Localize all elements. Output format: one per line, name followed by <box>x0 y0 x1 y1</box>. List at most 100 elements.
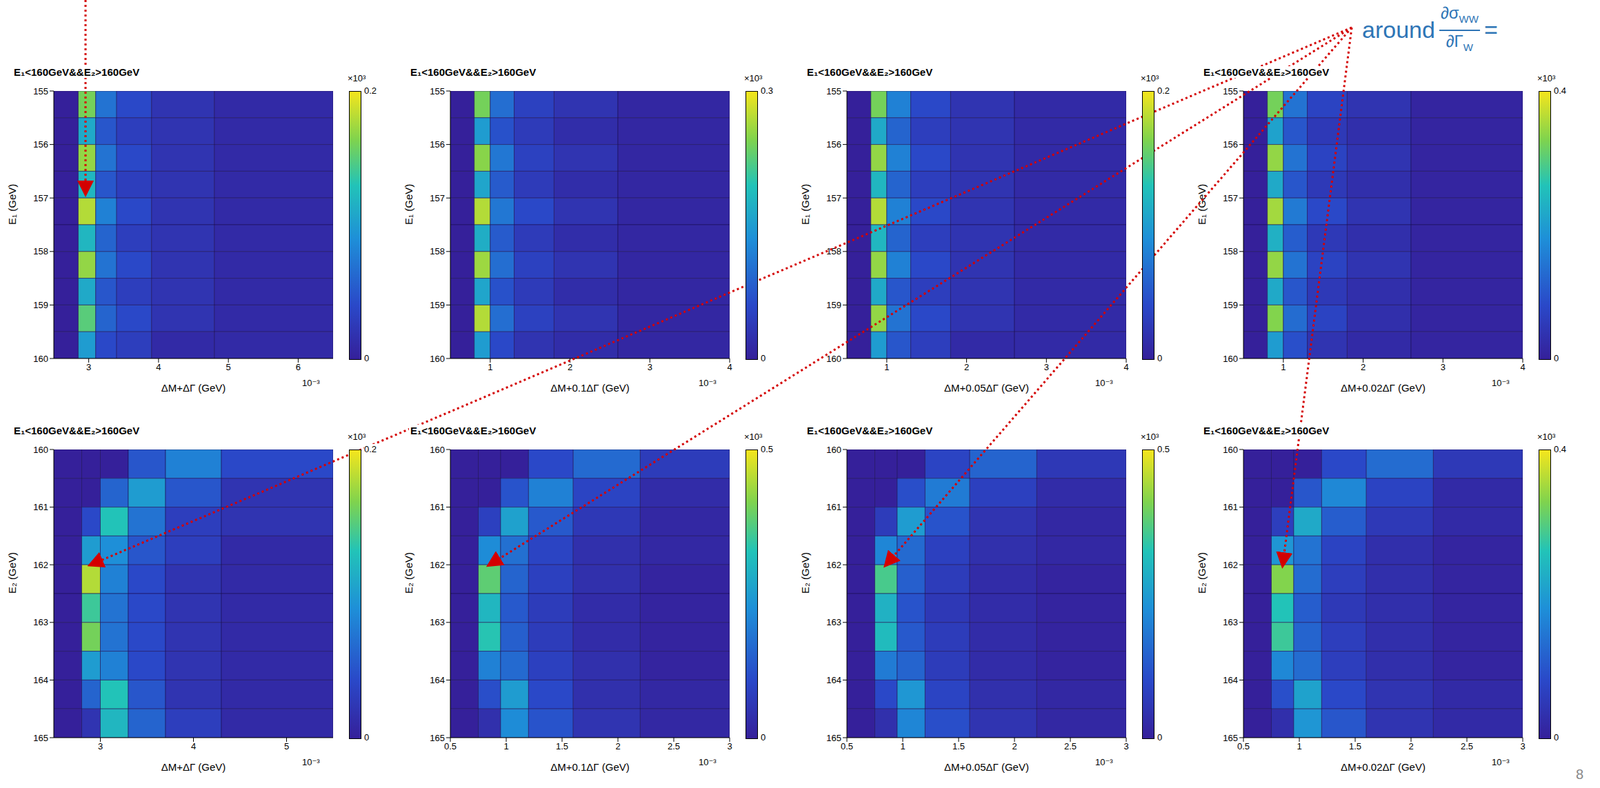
svg-text:2.5: 2.5 <box>1460 741 1474 752</box>
svg-text:4: 4 <box>155 362 161 373</box>
svg-text:156: 156 <box>1222 139 1238 150</box>
svg-text:ΔM+ΔΓ (GeV): ΔM+ΔΓ (GeV) <box>161 761 227 774</box>
svg-text:2: 2 <box>1408 741 1414 752</box>
svg-text:E₂ (GeV): E₂ (GeV) <box>1195 552 1208 594</box>
svg-text:E₁ (GeV): E₁ (GeV) <box>1195 184 1208 225</box>
svg-text:3: 3 <box>1440 362 1446 373</box>
svg-text:156: 156 <box>826 139 842 150</box>
svg-text:2.5: 2.5 <box>667 741 680 752</box>
svg-text:2: 2 <box>964 362 969 373</box>
svg-text:156: 156 <box>33 139 49 150</box>
svg-text:157: 157 <box>33 193 49 204</box>
svg-text:155: 155 <box>1222 86 1238 97</box>
svg-text:159: 159 <box>33 300 49 311</box>
svg-text:158: 158 <box>826 246 842 257</box>
svg-text:4: 4 <box>1520 362 1525 373</box>
svg-text:165: 165 <box>429 733 445 744</box>
svg-text:2: 2 <box>1011 741 1017 752</box>
svg-text:4: 4 <box>191 741 196 752</box>
svg-text:160: 160 <box>33 444 49 456</box>
svg-text:160: 160 <box>826 353 842 365</box>
svg-text:E₂ (GeV): E₂ (GeV) <box>6 552 18 594</box>
svg-text:163: 163 <box>429 617 445 628</box>
svg-text:161: 161 <box>826 502 842 513</box>
svg-text:162: 162 <box>33 560 49 571</box>
svg-text:2: 2 <box>615 741 620 752</box>
svg-text:163: 163 <box>33 617 49 628</box>
svg-text:3: 3 <box>726 741 732 752</box>
svg-text:1: 1 <box>1280 362 1286 373</box>
svg-text:4: 4 <box>726 362 732 373</box>
svg-text:155: 155 <box>826 86 842 97</box>
svg-text:161: 161 <box>33 502 49 513</box>
svg-text:0.5: 0.5 <box>1237 741 1250 752</box>
svg-text:1: 1 <box>884 362 889 373</box>
svg-text:ΔM+0.1ΔΓ (GeV): ΔM+0.1ΔΓ (GeV) <box>550 382 630 394</box>
svg-text:5: 5 <box>226 362 232 373</box>
svg-text:164: 164 <box>33 675 49 686</box>
svg-text:160: 160 <box>826 444 842 456</box>
svg-text:160: 160 <box>1222 444 1238 456</box>
svg-text:159: 159 <box>429 300 445 311</box>
svg-text:6: 6 <box>295 362 301 373</box>
svg-text:ΔM+0.05ΔΓ (GeV): ΔM+0.05ΔΓ (GeV) <box>944 382 1029 394</box>
svg-text:1: 1 <box>1296 741 1302 752</box>
svg-text:3: 3 <box>97 741 103 752</box>
svg-text:159: 159 <box>826 300 842 311</box>
svg-text:159: 159 <box>1222 300 1238 311</box>
svg-text:3: 3 <box>86 362 92 373</box>
svg-text:165: 165 <box>826 733 842 744</box>
svg-text:1: 1 <box>487 362 493 373</box>
svg-text:0.5: 0.5 <box>444 741 457 752</box>
svg-text:161: 161 <box>1222 502 1238 513</box>
svg-text:164: 164 <box>1222 675 1238 686</box>
svg-text:3: 3 <box>1044 362 1049 373</box>
svg-text:ΔM+ΔΓ (GeV): ΔM+ΔΓ (GeV) <box>161 382 227 394</box>
svg-text:E₁ (GeV): E₁ (GeV) <box>402 184 415 225</box>
svg-text:162: 162 <box>429 560 445 571</box>
svg-text:157: 157 <box>429 193 445 204</box>
svg-text:ΔM+0.1ΔΓ (GeV): ΔM+0.1ΔΓ (GeV) <box>550 761 630 774</box>
svg-text:ΔM+0.02ΔΓ (GeV): ΔM+0.02ΔΓ (GeV) <box>1340 761 1426 774</box>
svg-text:ΔM+0.05ΔΓ (GeV): ΔM+0.05ΔΓ (GeV) <box>944 761 1029 774</box>
svg-text:2: 2 <box>1360 362 1366 373</box>
svg-text:5: 5 <box>284 741 289 752</box>
svg-text:162: 162 <box>826 560 842 571</box>
svg-text:163: 163 <box>1222 617 1238 628</box>
svg-text:1.5: 1.5 <box>1348 741 1362 752</box>
svg-text:157: 157 <box>826 193 842 204</box>
svg-text:2: 2 <box>567 362 573 373</box>
svg-text:ΔM+0.02ΔΓ (GeV): ΔM+0.02ΔΓ (GeV) <box>1340 382 1426 394</box>
svg-text:164: 164 <box>429 675 445 686</box>
svg-text:156: 156 <box>429 139 445 150</box>
svg-text:165: 165 <box>1222 733 1238 744</box>
svg-text:157: 157 <box>1222 193 1238 204</box>
svg-text:160: 160 <box>429 444 445 456</box>
svg-text:160: 160 <box>33 353 49 365</box>
svg-text:158: 158 <box>1222 246 1238 257</box>
svg-text:163: 163 <box>826 617 842 628</box>
svg-text:155: 155 <box>429 86 445 97</box>
svg-text:161: 161 <box>429 502 445 513</box>
svg-text:E₂ (GeV): E₂ (GeV) <box>799 552 812 594</box>
svg-text:155: 155 <box>33 86 49 97</box>
svg-text:1: 1 <box>900 741 905 752</box>
svg-text:1.5: 1.5 <box>555 741 569 752</box>
svg-text:E₁ (GeV): E₁ (GeV) <box>799 184 812 225</box>
svg-text:0.5: 0.5 <box>840 741 854 752</box>
svg-text:3: 3 <box>647 362 653 373</box>
svg-text:E₂ (GeV): E₂ (GeV) <box>402 552 415 594</box>
svg-text:E₁ (GeV): E₁ (GeV) <box>6 184 18 225</box>
svg-text:164: 164 <box>826 675 842 686</box>
svg-text:162: 162 <box>1222 560 1238 571</box>
svg-text:4: 4 <box>1123 362 1129 373</box>
svg-text:3: 3 <box>1520 741 1525 752</box>
svg-text:160: 160 <box>1222 353 1238 365</box>
svg-text:1: 1 <box>503 741 509 752</box>
svg-text:165: 165 <box>33 733 49 744</box>
svg-text:3: 3 <box>1123 741 1129 752</box>
svg-text:158: 158 <box>429 246 445 257</box>
svg-text:158: 158 <box>33 246 49 257</box>
svg-text:2.5: 2.5 <box>1064 741 1077 752</box>
svg-text:160: 160 <box>429 353 445 365</box>
